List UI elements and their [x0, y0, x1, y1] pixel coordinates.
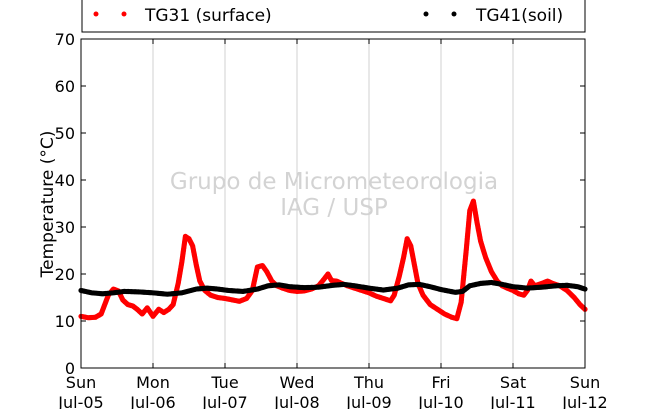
x-tick-label-date: Jul-12	[561, 393, 607, 409]
axis-ticks: 010203040506070SunJul-05MonJul-06TueJul-…	[55, 30, 608, 409]
series-soil	[78, 279, 588, 297]
y-tick-label: 70	[55, 30, 75, 49]
y-tick-label: 0	[65, 359, 75, 378]
series-layer	[78, 198, 588, 322]
y-tick-label: 40	[55, 171, 75, 190]
y-tick-label: 60	[55, 77, 75, 96]
legend-marker-soil	[423, 11, 429, 17]
watermark-line-2: IAG / USP	[280, 195, 388, 221]
x-tick-label-date: Jul-05	[57, 393, 103, 409]
x-tick-label-day: Mon	[136, 373, 170, 392]
y-tick-label: 20	[55, 265, 75, 284]
y-axis-title: Temperature (°C)	[38, 131, 58, 279]
x-tick-label-date: Jul-10	[417, 393, 463, 409]
y-tick-label: 50	[55, 124, 75, 143]
y-tick-label: 10	[55, 312, 75, 331]
x-tick-label-day: Tue	[210, 373, 238, 392]
x-tick-label-date: Jul-11	[489, 393, 535, 409]
x-tick-label-day: Wed	[280, 373, 315, 392]
x-tick-label-day: Thu	[353, 373, 384, 392]
plot-frame	[80, 38, 586, 369]
legend-marker-surface	[93, 11, 99, 17]
legend-marker-soil	[451, 11, 457, 17]
x-tick-label-date: Jul-09	[345, 393, 391, 409]
legend-marker-surface	[121, 11, 127, 17]
watermark-line-1: Grupo de Micrometeorologia	[170, 169, 498, 195]
x-tick-label-day: Fri	[431, 373, 450, 392]
x-tick-label-date: Jul-07	[201, 393, 247, 409]
legend-frame	[81, 0, 586, 33]
legend: TG31 (surface) TG41(soil)	[81, 0, 586, 33]
x-tick-label-day: Sat	[500, 373, 526, 392]
x-tick-label-date: Jul-06	[129, 393, 175, 409]
x-tick-label-date: Jul-08	[273, 393, 319, 409]
legend-label-surface: TG31 (surface)	[144, 6, 272, 26]
legend-label-soil: TG41(soil)	[475, 6, 563, 26]
y-tick-label: 30	[55, 218, 75, 237]
x-tick-label-day: Sun	[66, 373, 96, 392]
x-tick-label-day: Sun	[570, 373, 600, 392]
